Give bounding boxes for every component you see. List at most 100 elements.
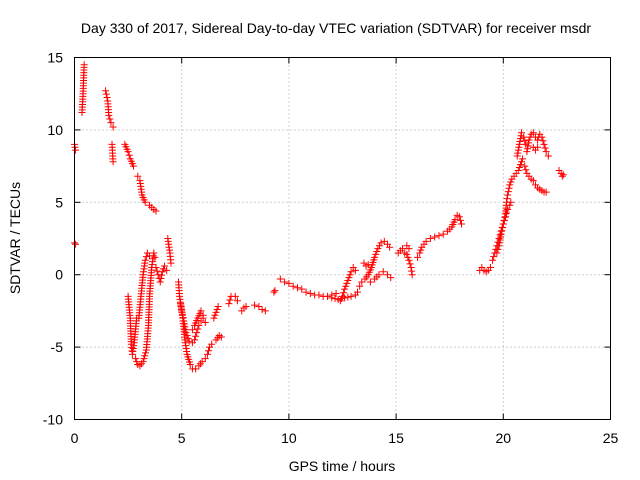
data-point <box>105 111 113 119</box>
data-point <box>387 274 395 282</box>
data-point <box>306 290 314 298</box>
data-point <box>258 305 266 313</box>
data-point <box>451 216 459 224</box>
data-point <box>405 256 413 264</box>
data-point <box>386 243 394 251</box>
data-point <box>529 177 537 185</box>
data-point <box>435 232 443 240</box>
data-point <box>499 220 507 228</box>
x-axis-label: GPS time / hours <box>289 458 396 474</box>
data-point <box>152 263 160 271</box>
data-point-interp <box>211 311 219 319</box>
data-point-interp <box>514 149 522 157</box>
data-point <box>214 303 222 311</box>
data-point <box>520 133 528 141</box>
data-point <box>534 136 542 144</box>
data-point-interp <box>494 245 502 253</box>
data-point-interp <box>496 239 504 247</box>
data-point <box>457 220 465 228</box>
y-tick-label: 5 <box>55 194 63 210</box>
data-point <box>384 271 392 279</box>
data-point-interp <box>106 115 114 123</box>
x-tick-label: 15 <box>388 430 404 446</box>
data-point <box>347 268 355 276</box>
y-tick-labels: -10 -5 0 5 10 15 <box>43 50 63 428</box>
data-point-interp <box>342 282 350 290</box>
data-point <box>217 333 225 341</box>
data-point-interp <box>408 267 416 275</box>
data-point <box>403 250 411 258</box>
data-point-interp <box>524 139 532 147</box>
data-point-interp <box>514 146 522 154</box>
data-point <box>407 263 415 271</box>
data-point <box>212 308 220 316</box>
data-point <box>455 213 463 221</box>
data-point <box>497 230 505 238</box>
data-point <box>152 207 160 215</box>
data-point-interp <box>456 216 464 224</box>
data-point <box>504 191 512 199</box>
data-points <box>71 61 567 373</box>
data-point <box>72 146 80 154</box>
data-point <box>225 300 233 308</box>
data-point <box>356 282 364 290</box>
data-point-interp <box>516 135 524 143</box>
data-point <box>516 161 524 169</box>
data-point <box>109 123 117 131</box>
y-tick-label: 10 <box>47 122 63 138</box>
data-point <box>193 329 201 337</box>
y-tick-label: 0 <box>55 267 63 283</box>
data-point <box>197 307 205 315</box>
data-point-interp <box>497 233 505 241</box>
data-point <box>380 237 388 245</box>
data-point <box>506 181 514 189</box>
data-point-interp <box>503 195 511 203</box>
chart-title: Day 330 of 2017, Sidereal Day-to-day VTE… <box>81 20 591 36</box>
data-point <box>199 311 207 319</box>
y-axis-label: SDTVAR / TECUs <box>7 182 23 294</box>
data-point <box>426 235 434 242</box>
data-point <box>377 239 385 247</box>
y-tick-label: 15 <box>47 50 63 66</box>
data-point <box>298 285 306 293</box>
data-point <box>203 350 211 358</box>
data-point-interp <box>340 289 348 297</box>
data-point <box>495 242 503 250</box>
data-point <box>285 279 293 287</box>
data-point <box>129 162 137 170</box>
data-point-interp <box>518 158 526 166</box>
data-point <box>255 303 263 311</box>
data-point <box>518 129 526 137</box>
data-point <box>351 266 359 274</box>
data-point <box>341 285 349 293</box>
data-point <box>542 188 550 196</box>
data-point <box>416 249 424 257</box>
data-point <box>495 235 503 242</box>
data-point-interp <box>346 271 354 279</box>
x-tick-label: 5 <box>178 430 186 446</box>
data-point <box>271 287 279 295</box>
data-point-interp <box>133 358 141 366</box>
data-point-interp <box>406 260 414 268</box>
data-point <box>315 291 323 299</box>
data-point-interp <box>499 223 507 231</box>
data-point-interp <box>344 293 352 301</box>
data-point <box>414 253 422 261</box>
data-point <box>109 158 117 166</box>
data-point <box>163 266 171 274</box>
data-point <box>150 249 158 257</box>
data-point-interp <box>226 296 234 304</box>
data-point-interp <box>158 271 166 279</box>
data-point-interp <box>404 253 412 261</box>
data-point <box>102 87 110 95</box>
data-point <box>341 294 349 302</box>
data-point <box>151 253 159 261</box>
data-point-interp <box>153 267 161 275</box>
data-point-interp <box>515 164 523 172</box>
x-tick-label: 10 <box>281 430 297 446</box>
data-point <box>208 340 216 348</box>
data-point <box>124 148 132 156</box>
data-point-interp <box>507 178 515 186</box>
data-point-interp <box>140 355 148 363</box>
data-point <box>358 278 366 286</box>
